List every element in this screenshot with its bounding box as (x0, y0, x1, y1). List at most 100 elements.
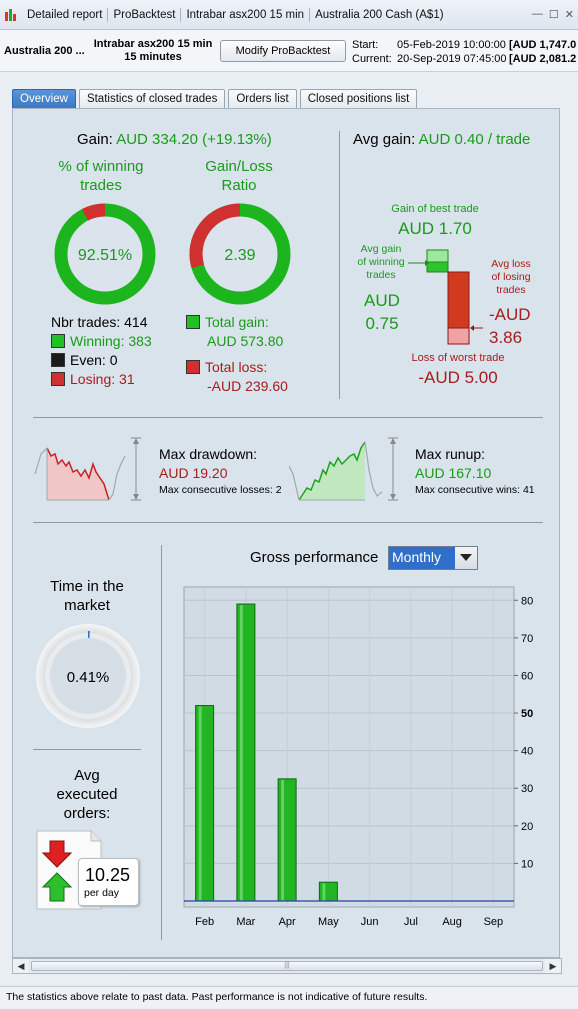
chart-bar-may[interactable] (318, 881, 338, 902)
horizontal-scrollbar[interactable]: ◀ ||| ▶ (12, 958, 562, 974)
total-loss: Total loss: (186, 358, 288, 377)
avg-losing-label: Avg loss of losing trades (485, 258, 537, 297)
breadcrumb-instrument[interactable]: Australia 200 Cash (A$1) (315, 8, 444, 21)
chart-bar-highlight (281, 779, 285, 901)
x-tick-label: Jul (404, 916, 418, 928)
y-tick-label: 60 (521, 670, 533, 682)
avg-losing-number: 3.86 (489, 328, 523, 347)
max-runup-label: Max runup: (415, 446, 486, 462)
time-in-market-value: 0.41% (67, 669, 110, 686)
scroll-left-icon[interactable]: ◀ (13, 959, 29, 973)
winning-pct-title-line2: trades (80, 177, 122, 194)
period-dropdown[interactable]: Monthly (388, 546, 478, 570)
minimize-icon[interactable]: — (531, 8, 543, 20)
max-consecutive-wins: Max consecutive wins: 41 (415, 484, 535, 496)
tab-closed-positions-list[interactable]: Closed positions list (299, 89, 418, 108)
y-tick-label: 30 (521, 783, 533, 795)
trade-counts: Nbr trades: 414 Winning: 383 Even: 0 Los… (51, 313, 152, 389)
total-loss-value: -AUD 239.60 (207, 378, 288, 394)
gain-label: Gain: (77, 131, 113, 148)
x-tick-label: Jun (361, 916, 379, 928)
drawdown-sparkline (34, 437, 141, 501)
avg-losing-l1: Avg loss (491, 258, 531, 270)
y-tick-label: 40 (521, 746, 533, 758)
total-gain-value: AUD 573.80 (207, 333, 284, 349)
even-trades: Even: 0 (51, 351, 152, 370)
executed-orders-unit: per day (84, 887, 120, 899)
strategy-info: Intrabar asx200 15 min 15 minutes (88, 38, 218, 64)
gain-loss-ratio-title: Gain/Loss Ratio (179, 157, 299, 195)
gain-loss-title-line1: Gain/Loss (205, 158, 273, 175)
avg-winning-label: Avg gain of winning trades (348, 243, 414, 282)
x-tick-label: Sep (484, 916, 504, 928)
gain-summary: Gain: AUD 334.20 (+19.13%) (77, 131, 272, 148)
x-tick-label: May (318, 916, 339, 928)
gross-performance-label: Gross performance (250, 549, 379, 566)
chevron-down-icon[interactable] (455, 547, 477, 569)
breadcrumb-detailed-report[interactable]: Detailed report (22, 7, 109, 22)
current-date: 20-Sep-2019 07:45:00 (397, 53, 507, 65)
avg-winning-l1: Avg gain (360, 243, 402, 255)
winning-legend-icon (51, 334, 65, 348)
max-drawdown-value: AUD 19.20 (159, 465, 228, 481)
separator-horizontal-3 (33, 749, 141, 750)
tab-orders-list[interactable]: Orders list (228, 89, 297, 108)
strategy-name: Intrabar asx200 15 min (93, 38, 213, 50)
total-loss-icon (186, 360, 200, 374)
chart-bar-highlight (198, 706, 202, 901)
total-gain: Total gain: (186, 313, 288, 332)
gain-loss-donut: 2.39 (189, 203, 291, 305)
tab-statistics-closed-trades[interactable]: Statistics of closed trades (78, 89, 226, 108)
gain-value: AUD 334.20 (+19.13%) (116, 131, 272, 148)
avg-winning-currency: AUD (364, 291, 400, 310)
chart-icon (4, 8, 18, 22)
y-tick-label: 50 (521, 708, 533, 720)
scroll-right-icon[interactable]: ▶ (545, 959, 561, 973)
scrollbar-thumb[interactable]: ||| (31, 961, 543, 971)
avg-gain-label: Avg gain: (353, 131, 416, 148)
winning-pct-title: % of winning trades (41, 157, 161, 195)
modify-probacktest-button[interactable]: Modify ProBacktest (220, 40, 346, 62)
x-tick-label: Feb (195, 916, 214, 928)
worst-trade-value: -AUD 5.00 (418, 368, 498, 387)
best-trade-label: Gain of best trade (391, 203, 479, 215)
executed-orders-title-l1: Avg (74, 767, 100, 784)
start-date: 05-Feb-2019 10:00:00 (397, 39, 506, 51)
avg-losing-l3: trades (496, 284, 526, 296)
y-tick-label: 70 (521, 633, 533, 645)
strategy-timeframe: 15 minutes (124, 51, 182, 63)
start-price: [AUD 1,747.0 (509, 39, 577, 51)
gross-performance-chart: Feb Mar Apr May Jun Jul Aug Sep 10 20 30 40 50 60 70 8… (183, 586, 533, 928)
breadcrumb-strategy[interactable]: Intrabar asx200 15 min (181, 7, 311, 22)
breadcrumb-probacktest[interactable]: ProBacktest (108, 7, 182, 22)
nbr-trades: Nbr trades: 414 (51, 314, 148, 330)
total-gain-icon (186, 315, 200, 329)
executed-orders-title: Avg executed orders: (27, 766, 147, 823)
losing-legend-icon (51, 372, 65, 386)
avg-gain-summary: Avg gain: AUD 0.40 / trade (353, 131, 530, 148)
close-icon[interactable]: ✕ (564, 9, 574, 21)
avg-winning-value: AUD 0.75 (360, 289, 404, 335)
chart-bar-highlight (239, 605, 243, 901)
disclaimer-footer: The statistics above relate to past data… (0, 986, 578, 1009)
current-price: [AUD 2,081.2 (509, 53, 577, 65)
max-runup-value: AUD 167.10 (415, 465, 492, 481)
avg-losing-value: -AUD 3.86 (489, 303, 531, 349)
executed-orders-box: 10.25 per day (78, 858, 139, 906)
window-controls: — ☐ ✕ (532, 8, 574, 21)
total-loss-label: Total loss: (205, 359, 268, 375)
even-legend-icon (51, 353, 65, 367)
chart-bar-feb[interactable] (195, 705, 215, 902)
tab-overview[interactable]: Overview (12, 89, 76, 108)
chart-bar-highlight (322, 883, 326, 901)
overview-panel: Gain: AUD 334.20 (+19.13%) % of winning … (12, 108, 560, 958)
chart-bar-apr[interactable] (277, 778, 297, 902)
chart-bar-mar[interactable] (236, 603, 256, 902)
avg-trade-bars (408, 249, 483, 345)
period-selected[interactable]: Monthly (389, 547, 455, 569)
maximize-icon[interactable]: ☐ (548, 9, 559, 21)
winning-pct-title-line1: % of winning (58, 158, 144, 175)
gain-loss-title-line2: Ratio (221, 177, 257, 194)
total-gain-label: Total gain: (205, 314, 269, 330)
time-in-market-title-l1: Time in the (50, 578, 124, 595)
